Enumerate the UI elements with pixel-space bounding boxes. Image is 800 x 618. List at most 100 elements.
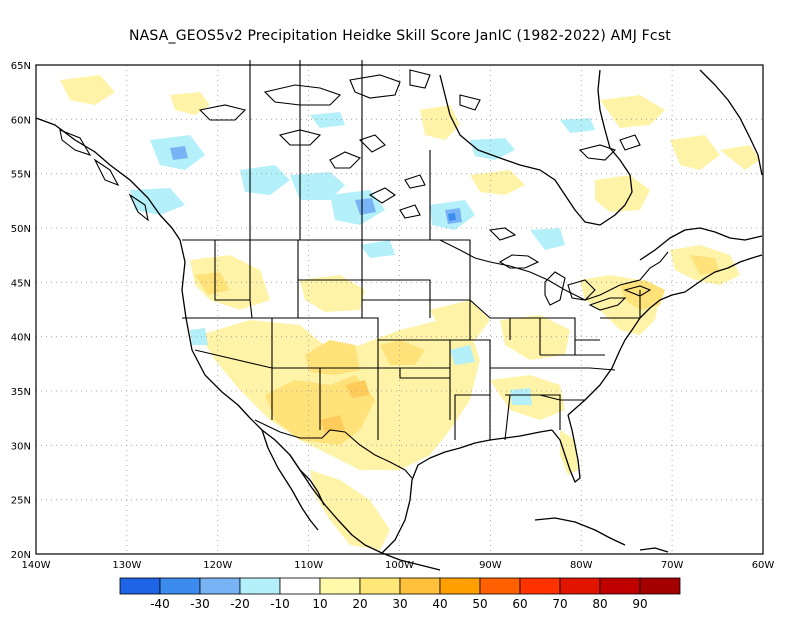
skill-patch: [595, 175, 650, 212]
colorbar-swatch: [199, 577, 241, 595]
skill-patch: [305, 340, 360, 375]
latitude-tick-label: 50N: [11, 224, 31, 235]
colorbar-label: 10: [312, 597, 327, 611]
colorbar-swatch: [279, 577, 321, 595]
longitude-tick-label: 130W: [112, 560, 141, 571]
great-lakes: [498, 254, 652, 311]
colorbar-swatch: [639, 577, 681, 595]
state-lines-central: [378, 239, 511, 440]
skill-patch: [430, 300, 490, 340]
longitude-tick-label: 110W: [294, 560, 323, 571]
latitude-tick-label: 60N: [11, 115, 31, 126]
skill-patch: [240, 165, 290, 195]
colorbar-swatch: [519, 577, 561, 595]
colorbar-swatch: [559, 577, 601, 595]
colorbar-swatch: [479, 577, 521, 595]
canadian-lakes: [278, 129, 641, 241]
skill-patch: [130, 188, 185, 215]
skill-patch: [500, 315, 570, 360]
skill-patch: [670, 135, 720, 170]
skill-patch: [560, 118, 595, 133]
latitude-tick-label: 35N: [11, 387, 31, 398]
gulf-of-california-coastline: [289, 454, 325, 506]
colorbar-swatch: [399, 577, 441, 595]
skill-patch: [290, 172, 345, 200]
colorbar-labels: -40 -30 -20 -10 10 20 30 40 50 60 70 80 90: [150, 597, 647, 611]
hispaniola-coastline: [639, 547, 669, 553]
longitude-tick-label: 100W: [385, 560, 414, 571]
longitude-tick-label: 90W: [479, 560, 502, 571]
colorbar-label: -40: [150, 597, 170, 611]
colorbar: [119, 577, 681, 595]
skill-patch: [190, 328, 208, 345]
skill-patch: [450, 345, 475, 365]
colorbar-label: -30: [190, 597, 210, 611]
latitude-tick-label: 40N: [11, 333, 31, 344]
map-title: NASA_GEOS5v2 Precipitation Heidke Skill …: [128, 28, 672, 44]
colorbar-swatch: [359, 577, 401, 595]
colorbar-label: 50: [472, 597, 487, 611]
latitude-tick-label: 55N: [11, 170, 31, 181]
colorbar-label: 70: [552, 597, 567, 611]
colorbar-label: 20: [352, 597, 367, 611]
colorbar-swatch: [319, 577, 361, 595]
canada-province-lines: [249, 60, 431, 240]
skill-patch: [690, 255, 720, 275]
skill-patch: [195, 272, 230, 295]
state-and-province-borders: [182, 60, 669, 479]
longitude-tick-label: 70W: [661, 560, 684, 571]
colorbar-swatch: [599, 577, 641, 595]
atlantic-coastline: [567, 254, 763, 416]
coastlines-and-borders: [35, 69, 763, 571]
skill-patch: [560, 430, 578, 475]
colorbar-label: 90: [632, 597, 647, 611]
skill-patch: [345, 380, 370, 398]
longitude-tick-label: 60W: [752, 560, 775, 571]
skill-score-shading: [60, 75, 760, 550]
longitude-tick-label: 80W: [570, 560, 593, 571]
colorbar-label: -10: [270, 597, 290, 611]
central-america-coastline: [381, 552, 441, 571]
us-canada-border: [182, 239, 669, 301]
graticule: [36, 65, 763, 554]
skill-patch: [360, 240, 395, 258]
lakes-and-islands: [59, 69, 652, 311]
skill-patch: [310, 112, 345, 128]
hudson-bay-coastline: [439, 69, 633, 226]
skill-patch: [720, 145, 760, 170]
skill-patch: [380, 340, 425, 365]
west-coast-islands: [59, 129, 149, 222]
baja-california-coastline: [261, 429, 319, 531]
skill-patch: [470, 170, 525, 195]
florida-coastline: [551, 414, 581, 483]
gulf-coast: [381, 429, 553, 554]
skill-patch: [530, 228, 565, 250]
map-frame: [35, 64, 764, 555]
longitude-tick-label: 140W: [22, 560, 51, 571]
arctic-islands: [198, 69, 481, 121]
latitude-tick-label: 30N: [11, 441, 31, 452]
longitude-tick-label: 120W: [203, 560, 232, 571]
latitude-tick-label: 20N: [11, 550, 31, 561]
longitude-tick-labels: 140W 130W 120W 110W 100W 90W 80W 70W 60W: [22, 560, 775, 571]
cuba-coastline: [534, 517, 626, 546]
latitude-tick-label: 65N: [11, 61, 31, 72]
us-mexico-border: [254, 419, 413, 479]
colorbar-swatch: [119, 577, 161, 595]
skill-patch: [510, 388, 532, 405]
skill-patch: [300, 275, 365, 312]
skill-patch: [170, 92, 210, 115]
skill-patch: [448, 213, 456, 221]
skill-patch: [470, 138, 515, 160]
labrador-coastline: [699, 69, 763, 176]
colorbar-label: 80: [592, 597, 607, 611]
colorbar-swatch: [239, 577, 281, 595]
skill-patch: [310, 470, 390, 550]
north-america-coastline: [35, 117, 383, 554]
skill-patch: [600, 95, 665, 128]
latitude-tick-label: 45N: [11, 278, 31, 289]
latitude-tick-label: 25N: [11, 496, 31, 507]
skill-patch: [170, 146, 188, 160]
colorbar-swatch: [439, 577, 481, 595]
